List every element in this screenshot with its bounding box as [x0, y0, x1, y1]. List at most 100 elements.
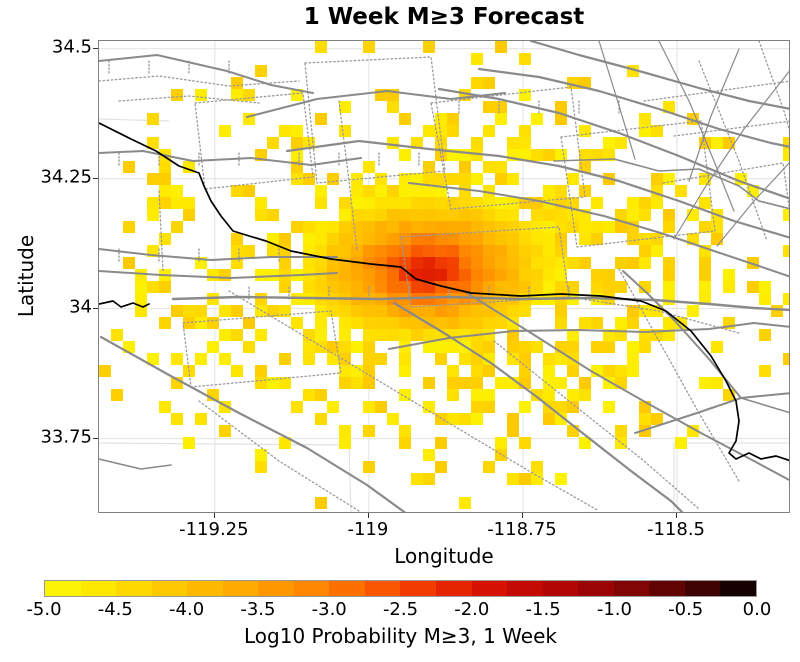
chart-title: 1 Week M≥3 Forecast: [303, 4, 585, 30]
colorbar-tick-label: -2.5: [382, 599, 419, 620]
fault-line: [285, 139, 789, 239]
colorbar-segment: [471, 581, 508, 596]
x-tick-label: -118.5: [646, 519, 706, 540]
fault-line: [246, 90, 506, 118]
fault-line: [99, 458, 172, 470]
fault-line: [171, 295, 789, 312]
probability-cells: [99, 41, 789, 509]
y-tick-mark: [93, 177, 98, 179]
x-tick-mark: [367, 513, 369, 518]
colorbar: [44, 580, 757, 597]
fault-line: [99, 270, 338, 279]
colorbar-tick-label: -1.5: [525, 599, 561, 620]
fault-line: [99, 335, 407, 512]
fault-line: [437, 87, 789, 200]
colorbar-tick-label: 0.0: [742, 599, 772, 620]
fault-line: [338, 100, 358, 252]
colorbar-segment: [613, 581, 650, 596]
y-tick-mark: [93, 437, 98, 439]
fault-line: [194, 92, 314, 190]
fault-line: [740, 397, 789, 414]
y-tick-mark: [93, 47, 98, 49]
colorbar-segment: [80, 581, 117, 596]
colorbar-segment: [649, 581, 685, 596]
fault-line: [99, 54, 314, 94]
colorbar-segment: [507, 581, 543, 596]
fault-line: [688, 48, 740, 182]
fault-line: [118, 95, 260, 104]
colorbar-segment: [151, 581, 188, 596]
colorbar-segment: [720, 581, 756, 596]
fault-line: [304, 56, 446, 184]
fault-line: [553, 158, 789, 210]
y-tick-label: 34: [69, 296, 92, 318]
fault-line: [99, 248, 338, 261]
colorbar-segment: [684, 581, 721, 596]
fault-line: [99, 442, 352, 512]
fault-line: [466, 292, 789, 482]
colorbar-tick-label: -2.0: [454, 599, 490, 620]
fault-line: [673, 120, 789, 137]
colorbar-segment: [542, 581, 579, 596]
fault-line: [758, 41, 789, 132]
fault-line: [388, 322, 789, 350]
map-plot-area: [98, 40, 790, 513]
fault-line: [158, 190, 164, 272]
colorbar-segment: [258, 581, 294, 596]
fault-line: [673, 70, 789, 240]
colorbar-tick-label: -0.5: [668, 599, 704, 620]
colorbar-segment: [222, 581, 259, 596]
colorbar-segment: [578, 581, 614, 596]
fault-line: [662, 162, 789, 212]
fault-line: [598, 41, 636, 160]
fault-line: [392, 301, 684, 512]
colorbar-segment: [187, 581, 223, 596]
coastline: [99, 300, 150, 308]
fault-line: [228, 290, 600, 512]
colorbar-segment: [293, 581, 330, 596]
colorbar-segment: [116, 581, 152, 596]
fault-line: [477, 67, 789, 148]
colorbar-tick-label: -3.0: [311, 599, 347, 620]
x-tick-mark: [213, 513, 215, 518]
fault-line: [698, 60, 768, 242]
coastline: [99, 122, 789, 462]
colorbar-segment: [45, 581, 81, 596]
x-tick-mark: [521, 513, 523, 518]
y-tick-label: 34.25: [40, 166, 92, 188]
fault-line: [618, 268, 740, 482]
fault-line: [634, 392, 789, 434]
fault-line: [529, 41, 789, 110]
fault-line: [182, 310, 342, 388]
fault-line: [99, 150, 362, 166]
colorbar-tick-label: -1.0: [596, 599, 632, 620]
colorbar-segment: [436, 581, 472, 596]
fault-line: [198, 400, 360, 512]
fault-line: [658, 41, 735, 212]
y-tick-label: 33.75: [40, 426, 92, 448]
x-tick-mark: [676, 513, 677, 518]
colorbar-segment: [364, 581, 401, 596]
map-svg: [99, 41, 789, 512]
fault-line: [408, 182, 789, 278]
x-tick-label: -118.75: [487, 519, 557, 540]
colorbar-segment: [329, 581, 365, 596]
colorbar-tick-label: -3.5: [240, 599, 276, 620]
fault-line: [493, 340, 700, 510]
x-axis-label: Longitude: [394, 544, 494, 568]
x-tick-label: -119.25: [179, 519, 249, 540]
colorbar-segment: [400, 581, 437, 596]
y-tick-mark: [93, 307, 98, 309]
x-tick-label: -119: [347, 519, 389, 540]
fault-line: [568, 296, 740, 334]
colorbar-tick-label: -4.5: [97, 599, 133, 620]
fault-line: [560, 120, 716, 248]
colorbar-tick-label: -4.0: [169, 599, 205, 620]
y-tick-label: 34.5: [51, 36, 92, 58]
fault-line: [430, 86, 586, 210]
fault-line: [716, 162, 789, 247]
colorbar-tick-label: -5.0: [26, 599, 62, 620]
y-axis-label: Latitude: [14, 234, 38, 318]
fault-line: [643, 80, 789, 102]
